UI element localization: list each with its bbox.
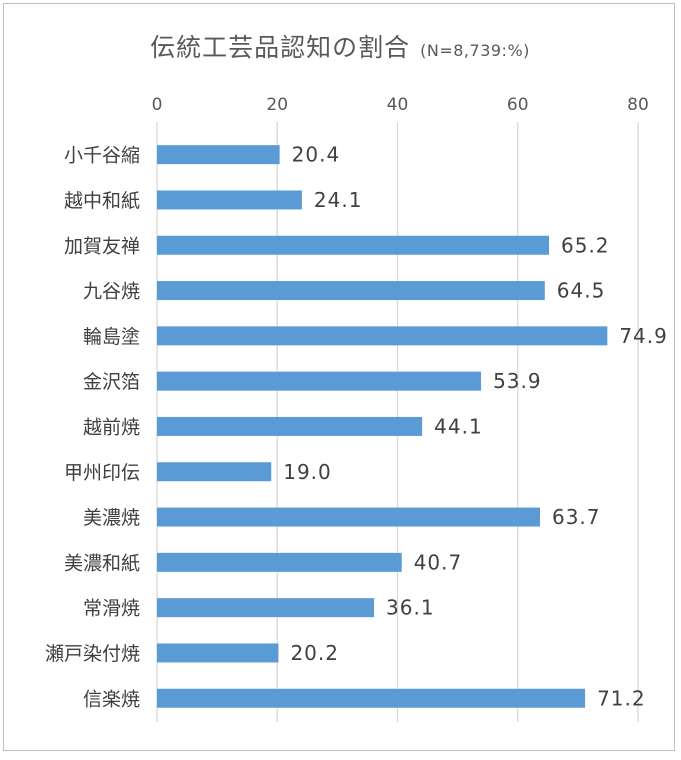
data-label: 65.2: [561, 233, 610, 257]
category-label: 越前焼: [83, 416, 140, 438]
x-axis-ticks: 0 20 40 60 80: [152, 95, 649, 115]
data-label: 63.7: [552, 505, 601, 529]
data-label: 36.1: [386, 596, 435, 620]
category-label: 小千谷縮: [64, 145, 140, 167]
data-label: 74.9: [619, 324, 668, 348]
bar: [157, 235, 550, 255]
chart-title-sub: (N=8,739:%): [420, 41, 530, 60]
category-label: 信楽焼: [83, 688, 140, 710]
category-label: 金沢箔: [83, 371, 140, 393]
bar: [157, 598, 375, 618]
bar: [157, 552, 402, 572]
data-label: 24.1: [314, 188, 363, 212]
chart-title: 伝統工芸品認知の割合 (N=8,739:%): [4, 28, 676, 64]
data-label: 40.7: [414, 550, 463, 574]
bar: [157, 281, 545, 301]
data-label: 20.4: [292, 143, 341, 167]
x-tick-label: 80: [627, 95, 649, 115]
category-label: 越中和紙: [64, 190, 140, 212]
data-label: 20.2: [290, 641, 339, 665]
category-label: 輪島塗: [83, 325, 140, 348]
bars: [157, 145, 608, 708]
bar: [157, 507, 540, 527]
category-labels: 小千谷縮越中和紙加賀友禅九谷焼輪島塗金沢箔越前焼甲州印伝美濃焼美濃和紙常滑焼瀬戸…: [45, 145, 140, 711]
bar: [157, 688, 586, 708]
x-tick-label: 40: [387, 95, 409, 115]
category-label: 美濃焼: [83, 507, 140, 529]
category-label: 瀬戸染付焼: [45, 643, 140, 665]
bar: [157, 145, 280, 165]
data-label: 71.2: [597, 686, 646, 710]
gridlines: [156, 122, 639, 722]
bar: [157, 371, 482, 391]
bar: [157, 643, 279, 663]
category-label: 美濃和紙: [64, 552, 140, 574]
x-tick-label: 20: [266, 95, 288, 115]
bar: [157, 190, 302, 210]
category-label: 九谷焼: [83, 281, 140, 303]
category-label: 甲州印伝: [64, 462, 140, 484]
data-label: 44.1: [434, 414, 483, 438]
category-label: 常滑焼: [83, 598, 140, 620]
bar: [157, 462, 272, 482]
data-labels: 20.4 24.1 65.2 64.5 74.9 53.9 44.1 19.0 63.7 40.7…: [283, 143, 668, 711]
bar: [157, 326, 608, 346]
x-tick-label: 60: [507, 95, 529, 115]
bar: [157, 416, 423, 436]
data-label: 53.9: [493, 369, 542, 393]
data-label: 19.0: [283, 460, 332, 484]
category-label: 加賀友禅: [64, 235, 140, 257]
x-tick-label: 0: [152, 95, 163, 115]
data-label: 64.5: [557, 279, 606, 303]
chart-title-main: 伝統工芸品認知の割合: [150, 33, 411, 62]
